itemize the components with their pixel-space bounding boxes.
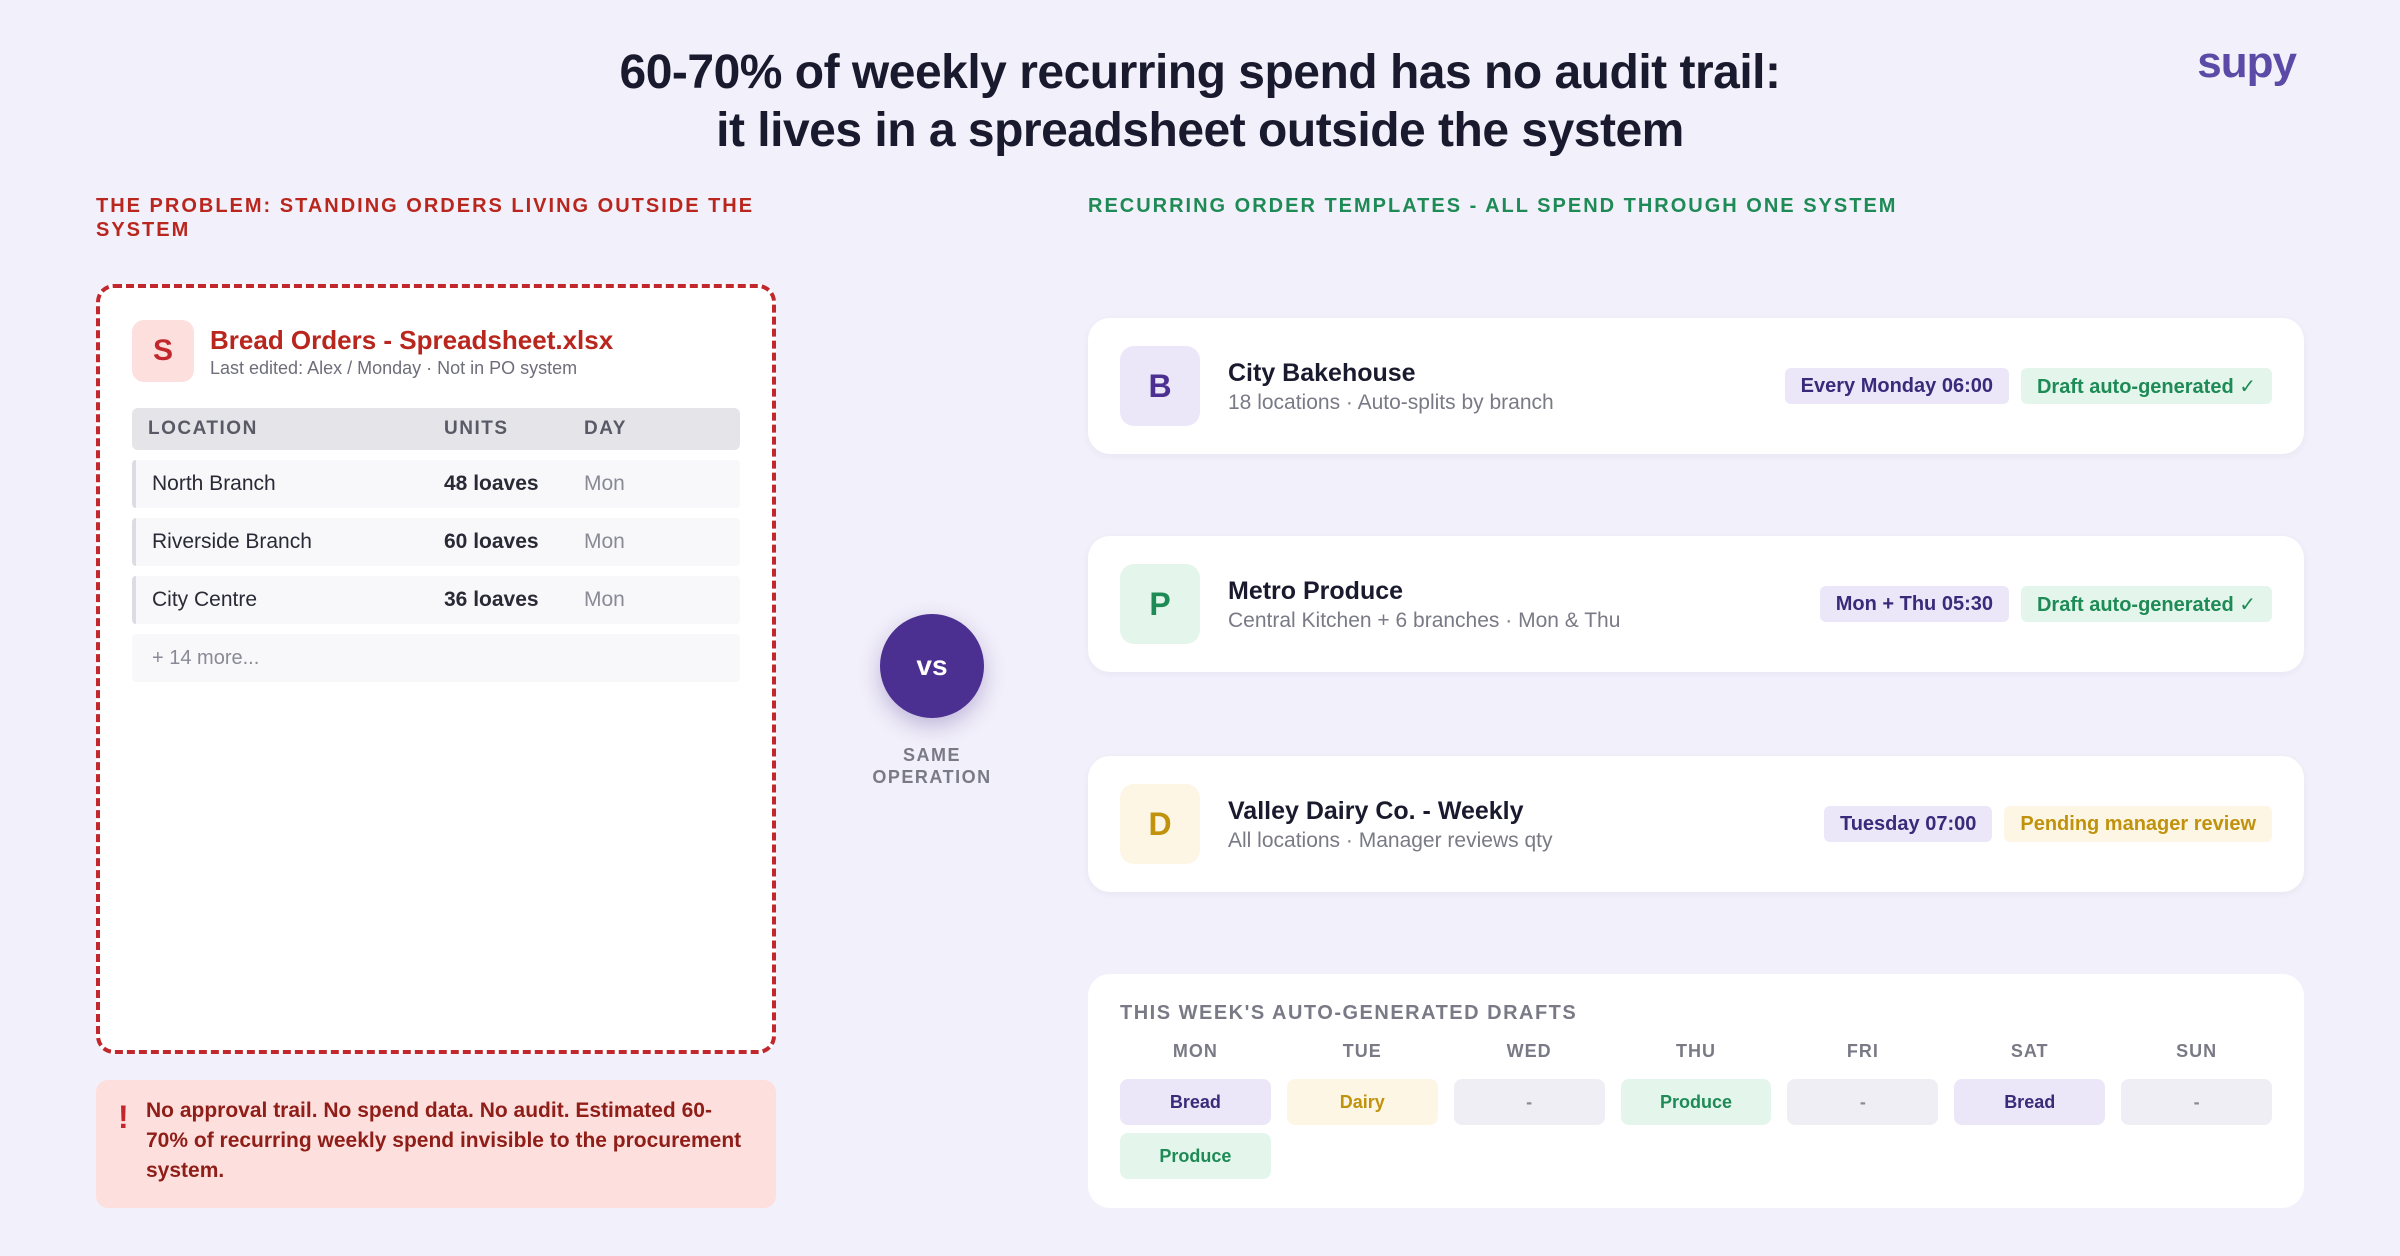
- spreadsheet-table-header: LOCATION UNITS DAY: [132, 408, 740, 450]
- supplier-avatar: D: [1120, 784, 1200, 864]
- draft-chip[interactable]: Bread: [1954, 1079, 2106, 1125]
- day-column-fri: FRI -: [1787, 1041, 1939, 1179]
- table-row: North Branch 48 loaves Mon: [132, 460, 740, 508]
- schedule-badge: Every Monday 06:00: [1784, 368, 2009, 404]
- title-line-2: it lives in a spreadsheet outside the sy…: [716, 104, 1684, 157]
- day-label: TUE: [1342, 1041, 1382, 1061]
- draft-chip: -: [1787, 1079, 1939, 1125]
- spreadsheet-title: Bread Orders - Spreadsheet.xlsx: [210, 324, 614, 355]
- spreadsheet-subtitle: Last edited: Alex / Monday · Not in PO s…: [210, 357, 578, 378]
- day-column-sat: SAT Bread: [1954, 1041, 2106, 1179]
- day-label: MON: [1172, 1041, 1218, 1061]
- draft-chip: -: [1453, 1079, 1605, 1125]
- draft-chip[interactable]: Produce: [1620, 1079, 1772, 1125]
- supplier-name: Metro Produce: [1228, 577, 1404, 605]
- solution-section-label: RECURRING ORDER TEMPLATES - ALL SPEND TH…: [1088, 195, 1898, 217]
- day-label: SAT: [2010, 1041, 2049, 1061]
- row-location: City Centre: [152, 588, 258, 611]
- template-card-metro-produce[interactable]: P Metro Produce Central Kitchen + 6 bran…: [1088, 536, 2304, 672]
- spreadsheet-header: S Bread Orders - Spreadsheet.xlsx Last e…: [132, 320, 740, 382]
- day-label: FRI: [1846, 1041, 1879, 1061]
- row-location: Riverside Branch: [152, 530, 312, 553]
- row-units: 36 loaves: [444, 588, 539, 611]
- warning-text: No approval trail. No spend data. No aud…: [146, 1099, 742, 1182]
- supplier-description: Central Kitchen + 6 branches · Mon & Thu: [1228, 609, 1621, 632]
- title-line-1: 60-70% of weekly recurring spend has no …: [619, 46, 1782, 99]
- problem-section-label: THE PROBLEM: STANDING ORDERS LIVING OUTS…: [96, 195, 755, 241]
- vs-badge: vs: [880, 614, 984, 718]
- supplier-name: Valley Dairy Co. - Weekly: [1228, 797, 1524, 825]
- row-location: North Branch: [152, 472, 276, 495]
- day-column-thu: THU Produce: [1620, 1041, 1772, 1179]
- vs-caption: SAME OPERATION: [872, 745, 992, 787]
- spreadsheet-icon: S: [132, 320, 194, 382]
- supplier-avatar: B: [1120, 346, 1200, 426]
- weekly-drafts-title: THIS WEEK'S AUTO-GENERATED DRAFTS: [1120, 1002, 1578, 1024]
- row-units: 60 loaves: [444, 530, 539, 553]
- day-column-sun: SUN -: [2121, 1041, 2272, 1179]
- supplier-description: All locations · Manager reviews qty: [1228, 829, 1553, 852]
- template-card-valley-dairy[interactable]: D Valley Dairy Co. - Weekly All location…: [1088, 756, 2304, 892]
- exclamation-icon: !: [118, 1099, 129, 1135]
- more-rows-indicator: + 14 more...: [132, 634, 740, 682]
- day-column-wed: WED -: [1453, 1041, 1605, 1179]
- weekly-drafts-grid: MON Bread Produce TUE Dairy WED - THU Produce FRI…: [1120, 1041, 2272, 1179]
- row-units: 48 loaves: [444, 472, 539, 495]
- column-header-location: LOCATION: [148, 418, 258, 439]
- draft-chip: -: [2121, 1079, 2272, 1125]
- supplier-avatar: P: [1120, 564, 1200, 644]
- column-header-units: UNITS: [444, 418, 509, 439]
- schedule-badge: Tuesday 07:00: [1823, 806, 1993, 842]
- spreadsheet-card: S Bread Orders - Spreadsheet.xlsx Last e…: [96, 284, 776, 1054]
- supplier-name: City Bakehouse: [1228, 359, 1416, 387]
- day-label: SUN: [2176, 1041, 2218, 1061]
- warning-box: ! No approval trail. No spend data. No a…: [96, 1080, 776, 1208]
- page-title: 60-70% of weekly recurring spend has no …: [300, 44, 2100, 160]
- day-label: WED: [1506, 1041, 1552, 1061]
- row-day: Mon: [584, 472, 625, 495]
- schedule-badge: Mon + Thu 05:30: [1819, 586, 2009, 622]
- row-day: Mon: [584, 530, 625, 553]
- status-badge: Draft auto-generated ✓: [2020, 586, 2272, 622]
- supplier-description: 18 locations · Auto-splits by branch: [1228, 391, 1554, 414]
- status-badge: Pending manager review: [2004, 806, 2272, 842]
- weekly-drafts-card: THIS WEEK'S AUTO-GENERATED DRAFTS MON Bre…: [1088, 974, 2304, 1208]
- row-day: Mon: [584, 588, 625, 611]
- draft-chip[interactable]: Bread: [1120, 1079, 1271, 1125]
- draft-chip[interactable]: Dairy: [1286, 1079, 1438, 1125]
- table-row: Riverside Branch 60 loaves Mon: [132, 518, 740, 566]
- day-label: THU: [1675, 1041, 1716, 1061]
- brand-logo: supy: [2197, 38, 2297, 87]
- day-column-mon: MON Bread Produce: [1120, 1041, 1271, 1179]
- template-card-city-bakehouse[interactable]: B City Bakehouse 18 locations · Auto-spl…: [1088, 318, 2304, 454]
- table-row: City Centre 36 loaves Mon: [132, 576, 740, 624]
- column-header-day: DAY: [584, 418, 627, 439]
- day-column-tue: TUE Dairy: [1286, 1041, 1438, 1179]
- draft-chip[interactable]: Produce: [1120, 1133, 1271, 1179]
- status-badge: Draft auto-generated ✓: [2020, 368, 2272, 404]
